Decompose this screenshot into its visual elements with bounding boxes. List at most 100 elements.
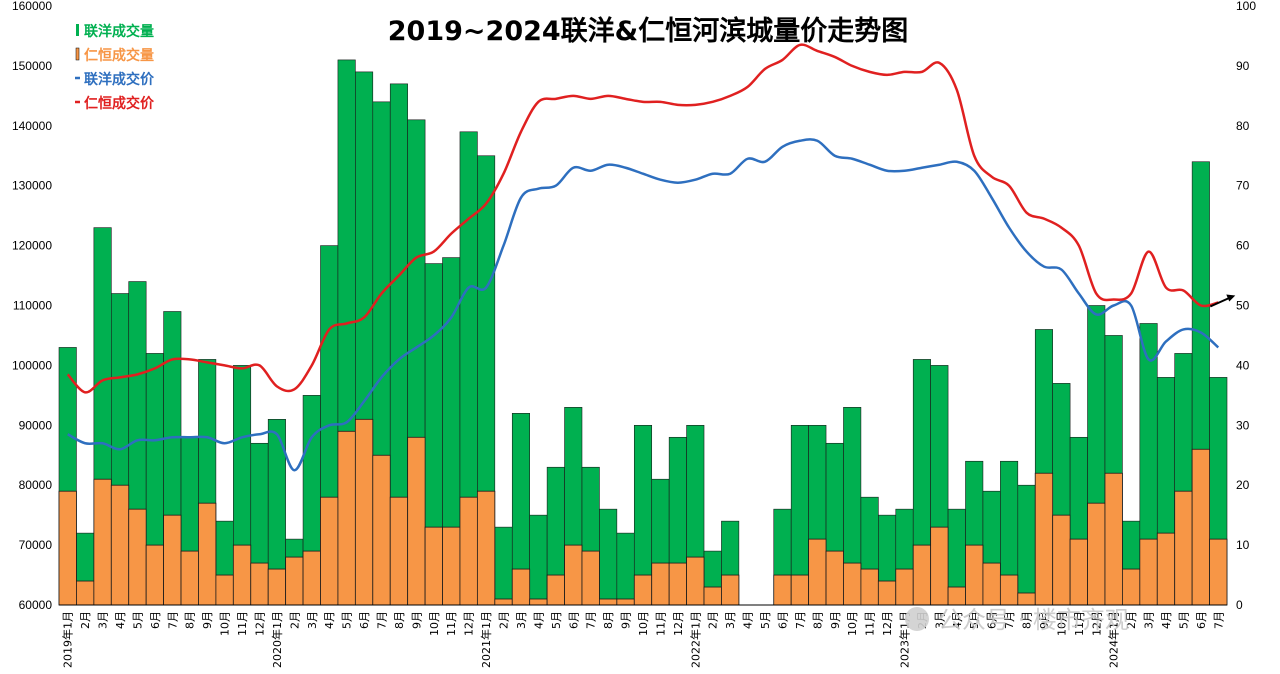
bar-renheng-3 bbox=[110, 484, 130, 606]
bar-lianyang-55 bbox=[1017, 484, 1036, 606]
x-tick-label: 10月 bbox=[219, 611, 232, 636]
x-tick-label: 3月 bbox=[724, 611, 737, 629]
x-tick-label: 7月 bbox=[166, 611, 179, 629]
right-tick-label: 0 bbox=[1236, 598, 1243, 612]
line-renheng-price bbox=[66, 43, 1219, 394]
bar-renheng-46 bbox=[860, 568, 879, 606]
line-lianyang-price bbox=[67, 138, 1220, 472]
right-tick-label: 20 bbox=[1236, 478, 1250, 492]
x-tick-label: 7月 bbox=[1003, 611, 1016, 629]
chart-title: 2019~2024联洋&仁恒河滨城量价走势图 bbox=[388, 15, 908, 47]
bar-renheng-26 bbox=[511, 568, 531, 606]
bar-renheng-1 bbox=[76, 580, 95, 606]
bar-lianyang-27 bbox=[529, 514, 548, 606]
bar-renheng-15 bbox=[320, 496, 339, 606]
x-tick-label: 6月 bbox=[358, 611, 371, 629]
watermark-text: 公众号 · 楼市齐观 bbox=[938, 606, 1129, 634]
bar-renheng-14 bbox=[302, 550, 321, 606]
x-tick-label: 9月 bbox=[829, 611, 842, 629]
bar-renheng-41 bbox=[773, 574, 792, 606]
bar-renheng-36 bbox=[686, 556, 705, 606]
bar-renheng-50 bbox=[930, 526, 949, 606]
x-tick-label: 12月 bbox=[253, 611, 266, 636]
x-tick-label: 9月 bbox=[620, 611, 633, 629]
bar-renheng-62 bbox=[1139, 538, 1158, 606]
legend-swatch bbox=[76, 24, 79, 36]
bar-renheng-49 bbox=[912, 544, 932, 606]
legend-label: 联洋成交量 bbox=[84, 23, 154, 40]
right-tick-label: 40 bbox=[1236, 358, 1250, 372]
bar-renheng-64 bbox=[1174, 490, 1193, 606]
left-tick-label: 70000 bbox=[19, 538, 53, 552]
bar-lianyang-25 bbox=[494, 526, 513, 606]
trend-arrowhead-icon bbox=[1226, 294, 1236, 302]
trend-arrow-icon bbox=[1209, 296, 1231, 308]
bar-renheng-13 bbox=[285, 556, 304, 606]
x-tick-label: 7月 bbox=[794, 611, 807, 629]
x-tick-label: 3月 bbox=[1143, 611, 1156, 629]
bar-renheng-59 bbox=[1087, 502, 1106, 606]
x-tick-label: 6月 bbox=[149, 611, 162, 629]
x-tick-label: 4月 bbox=[951, 611, 964, 629]
bar-renheng-57 bbox=[1052, 514, 1071, 606]
bar-lianyang-32 bbox=[616, 532, 635, 606]
x-tick-label: 11月 bbox=[445, 611, 458, 636]
legend-swatch bbox=[75, 47, 80, 61]
x-tick-label: 10月 bbox=[428, 611, 441, 636]
bar-renheng-43 bbox=[808, 538, 827, 606]
bar-renheng-11 bbox=[250, 562, 269, 606]
bar-renheng-29 bbox=[564, 544, 583, 606]
x-tick-label: 4月 bbox=[742, 611, 755, 629]
bar-renheng-5 bbox=[145, 544, 164, 606]
bar-renheng-25 bbox=[494, 598, 513, 606]
x-tick-label: 8月 bbox=[811, 611, 824, 629]
x-tick-label: 3月 bbox=[306, 611, 319, 629]
bar-renheng-35 bbox=[668, 562, 687, 606]
x-tick-label: 5月 bbox=[550, 611, 563, 629]
x-tick-label: 2024年1月 bbox=[1107, 611, 1121, 668]
left-tick-label: 150000 bbox=[12, 59, 52, 73]
bar-renheng-54 bbox=[999, 574, 1019, 606]
x-tick-label: 2月 bbox=[288, 611, 301, 629]
bar-renheng-42 bbox=[790, 574, 810, 606]
left-tick-label: 90000 bbox=[19, 418, 53, 432]
bar-renheng-28 bbox=[546, 574, 565, 606]
right-tick-label: 80 bbox=[1236, 119, 1250, 133]
bar-renheng-8 bbox=[198, 502, 217, 606]
bar-renheng-38 bbox=[721, 574, 740, 606]
x-tick-label: 4月 bbox=[114, 611, 127, 629]
x-tick-label: 2022年1月 bbox=[688, 611, 702, 668]
bar-renheng-18 bbox=[372, 454, 391, 606]
legend-label: 仁恒成交价 bbox=[84, 95, 155, 112]
legend-label: 仁恒成交量 bbox=[84, 47, 154, 64]
left-tick-label: 60000 bbox=[19, 598, 53, 612]
x-tick-label: 6月 bbox=[1195, 611, 1208, 629]
bar-renheng-60 bbox=[1104, 472, 1123, 606]
x-tick-label: 11月 bbox=[1073, 611, 1086, 636]
x-tick-label: 2月 bbox=[498, 611, 511, 629]
right-tick-label: 30 bbox=[1236, 418, 1250, 432]
bar-renheng-34 bbox=[651, 562, 670, 606]
x-tick-label: 7月 bbox=[585, 611, 598, 629]
x-tick-label: 11月 bbox=[236, 611, 249, 636]
x-tick-label: 4月 bbox=[532, 611, 545, 629]
bar-renheng-24 bbox=[476, 490, 496, 606]
x-tick-label: 11月 bbox=[864, 611, 877, 636]
x-tick-label: 3月 bbox=[515, 611, 528, 629]
bar-renheng-27 bbox=[529, 598, 548, 606]
watermark-logo-icon bbox=[905, 607, 929, 631]
x-tick-label: 10月 bbox=[1055, 611, 1068, 636]
left-tick-label: 80000 bbox=[19, 478, 53, 492]
left-tick-label: 160000 bbox=[12, 0, 52, 13]
right-tick-label: 90 bbox=[1236, 59, 1250, 73]
bar-lianyang-31 bbox=[599, 508, 618, 606]
left-tick-label: 100000 bbox=[12, 358, 52, 372]
x-tick-label: 2021年1月 bbox=[479, 611, 493, 668]
bar-renheng-10 bbox=[232, 544, 252, 606]
left-tick-label: 120000 bbox=[12, 239, 52, 253]
x-tick-label: 8月 bbox=[602, 611, 615, 629]
bar-renheng-37 bbox=[703, 586, 722, 606]
bar-renheng-17 bbox=[354, 418, 374, 606]
x-tick-label: 8月 bbox=[1021, 611, 1034, 629]
bar-renheng-66 bbox=[1209, 538, 1228, 606]
